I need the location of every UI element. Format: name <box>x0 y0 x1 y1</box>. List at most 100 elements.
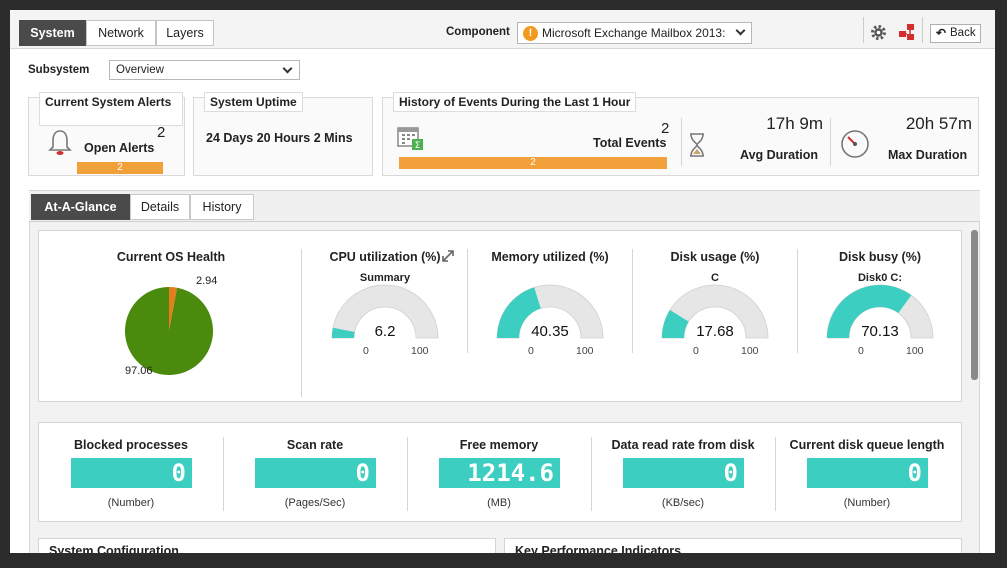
gauge-fill <box>497 287 541 338</box>
gauge-subtitle: C <box>711 272 719 284</box>
metric-value: 0 <box>807 458 928 488</box>
gauge <box>496 284 604 339</box>
back-button[interactable]: ↶ Back <box>930 24 981 43</box>
gauge-subtitle: Summary <box>359 272 411 284</box>
kpi-title: Key Performance Indicators <box>515 544 682 553</box>
health-panel: Current OS Health 2.94 97.06 CPU utiliza… <box>38 230 962 402</box>
chevron-down-icon <box>735 25 746 36</box>
gauge-value: 40.35 <box>531 323 569 340</box>
tab-at-a-glance[interactable]: At-A-Glance <box>31 194 130 220</box>
calendar-icon: Σ <box>397 127 423 151</box>
scrollbar[interactable] <box>971 230 978 380</box>
events-bar: 2 <box>399 157 667 169</box>
gauge-fill <box>332 327 355 338</box>
warning-icon: ! <box>523 26 538 41</box>
divider <box>591 437 592 511</box>
divider <box>775 437 776 511</box>
gauge-subtitle: Disk0 C: <box>857 272 903 284</box>
divider <box>407 437 408 511</box>
tab-layers[interactable]: Layers <box>156 20 214 46</box>
tab-network[interactable]: Network <box>86 20 156 46</box>
metrics-panel: Blocked processes 0 (Number) Scan rate 0 (Pag… <box>38 422 962 522</box>
svg-text:Σ: Σ <box>415 141 421 151</box>
pie-label-small: 2.94 <box>196 275 218 287</box>
component-label: Component <box>446 26 510 38</box>
back-arrow-icon: ↶ <box>936 26 947 40</box>
expand-icon[interactable] <box>441 249 455 263</box>
speedometer-icon <box>841 130 869 158</box>
metric-value: 1214.6 <box>439 458 560 488</box>
max-duration-label: Max Duration <box>888 148 968 162</box>
system-configuration-panel: System Configuration <box>38 538 496 553</box>
gauge-title: CPU utilization (%) <box>329 250 441 264</box>
metric-title: Scan rate <box>286 438 344 452</box>
uptime-value: 24 Days 20 Hours 2 Mins <box>206 131 353 145</box>
divider <box>632 249 633 353</box>
metric-value: 0 <box>623 458 744 488</box>
tab-history[interactable]: History <box>190 194 254 220</box>
metric-title: Current disk queue length <box>789 438 945 452</box>
events-total-label: Total Events <box>593 136 667 150</box>
subsystem-label: Subsystem <box>28 64 90 76</box>
component-value: Microsoft Exchange Mailbox 2013: <box>542 26 726 40</box>
subsystem-select[interactable]: Overview <box>109 60 300 80</box>
gauge-track <box>661 284 769 339</box>
metric-unit: (Pages/Sec) <box>284 497 346 509</box>
gauge-value: 70.13 <box>861 323 899 340</box>
metric-unit: (KB/sec) <box>661 497 705 509</box>
divider <box>681 118 682 166</box>
pie-slice <box>169 287 178 331</box>
alerts-title: Current System Alerts <box>39 92 183 126</box>
pie-label-large: 97.06 <box>125 365 153 377</box>
gauge-title: Disk usage (%) <box>670 250 760 264</box>
content-area: Current OS Health 2.94 97.06 CPU utiliza… <box>29 222 980 553</box>
gear-icon[interactable] <box>870 24 887 41</box>
uptime-card: System Uptime 24 Days 20 Hours 2 Mins <box>193 92 373 176</box>
divider <box>223 437 224 511</box>
gauge-max: 100 <box>576 345 594 357</box>
metric-unit: (MB) <box>487 497 511 509</box>
tab-system[interactable]: System <box>19 20 86 46</box>
gauge-title: Disk busy (%) <box>839 250 921 264</box>
alerts-card: Current System Alerts 2 Open Alerts 2 <box>28 92 185 176</box>
divider <box>467 249 468 353</box>
events-title: History of Events During the Last 1 Hour <box>393 92 637 112</box>
gauge-track <box>331 284 439 339</box>
gauge-max: 100 <box>411 345 429 357</box>
topology-icon[interactable] <box>898 23 916 41</box>
events-card: History of Events During the Last 1 Hour… <box>382 92 979 176</box>
metric-value: 0 <box>255 458 376 488</box>
gauge-max: 100 <box>741 345 759 357</box>
gauge-title: Memory utilized (%) <box>491 250 609 264</box>
divider <box>797 249 798 353</box>
alerts-label[interactable]: Open Alerts <box>84 141 155 155</box>
component-select[interactable]: ! Microsoft Exchange Mailbox 2013: <box>517 22 752 44</box>
kpi-panel: Key Performance Indicators <box>504 538 962 553</box>
metric-unit: (Number) <box>107 497 155 509</box>
gauge-fill <box>662 310 689 338</box>
alerts-bar: 2 <box>77 162 163 174</box>
os-health-title: Current OS Health <box>116 250 226 264</box>
top-bar: System Network Layers Component ! Micros… <box>10 10 995 49</box>
events-total: 2 <box>661 120 670 137</box>
pie-slice <box>125 287 213 375</box>
system-configuration-title: System Configuration <box>49 544 179 553</box>
max-duration-value: 20h 57m <box>905 114 972 133</box>
divider <box>830 118 831 166</box>
metric-title: Blocked processes <box>74 438 188 452</box>
bell-icon <box>48 130 72 155</box>
metric-value: 0 <box>71 458 192 488</box>
gauge <box>331 284 439 339</box>
avg-duration-value: 17h 9m <box>766 114 823 133</box>
os-health-pie <box>125 287 213 375</box>
app-window: System Network Layers Component ! Micros… <box>10 10 995 553</box>
chevron-down-icon <box>282 63 293 74</box>
gauge-min: 0 <box>693 345 699 357</box>
subsystem-value: Overview <box>116 64 164 76</box>
back-label: Back <box>950 27 976 39</box>
gauge-fill <box>827 285 912 338</box>
tab-details[interactable]: Details <box>130 194 190 220</box>
metric-title: Free memory <box>459 438 539 452</box>
alerts-count: 2 <box>157 124 166 141</box>
gauge-min: 0 <box>363 345 369 357</box>
